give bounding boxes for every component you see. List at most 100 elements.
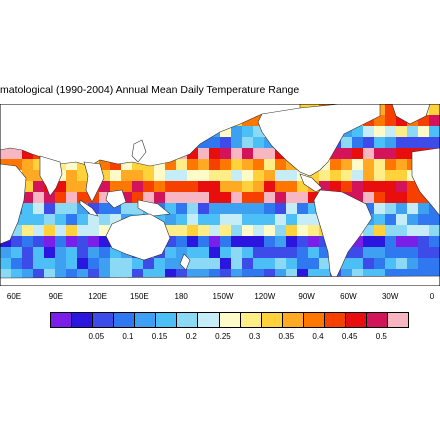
grid-cell	[396, 170, 407, 181]
grid-cell	[33, 203, 44, 214]
grid-cell	[99, 159, 110, 170]
lon-label: 60W	[340, 292, 357, 301]
grid-cell	[33, 269, 44, 280]
grid-cell	[132, 258, 143, 269]
grid-cell	[253, 269, 264, 280]
grid-cell	[121, 181, 132, 192]
grid-cell	[341, 148, 352, 159]
grid-cell	[220, 170, 231, 181]
grid-cell	[308, 269, 319, 280]
grid-cell	[429, 258, 440, 269]
grid-cell	[275, 203, 286, 214]
grid-cell	[176, 181, 187, 192]
lon-label: 90W	[298, 292, 315, 301]
grid-cell	[99, 236, 110, 247]
colorbar-swatch	[219, 313, 241, 327]
grid-cell	[220, 126, 231, 137]
grid-cell	[341, 181, 352, 192]
grid-cell	[176, 203, 187, 214]
grid-cell	[44, 214, 55, 225]
grid-cell	[99, 203, 110, 214]
grid-cell	[297, 269, 308, 280]
grid-cell	[352, 192, 363, 203]
grid-cell	[143, 181, 154, 192]
grid-cell	[297, 236, 308, 247]
grid-cell	[220, 214, 231, 225]
grid-cell	[264, 148, 275, 159]
landmass-borneo	[105, 189, 127, 209]
grid-cell	[66, 203, 77, 214]
colorbar-label: 0.15	[151, 332, 168, 341]
grid-cell	[253, 170, 264, 181]
landmass-asia	[0, 104, 301, 167]
landmass-india	[39, 155, 63, 197]
grid-cell	[319, 269, 330, 280]
grid-cell	[231, 126, 242, 137]
grid-cell	[11, 258, 22, 269]
grid-cell	[44, 258, 55, 269]
grid-cell	[99, 214, 110, 225]
landmass-japan	[131, 139, 147, 163]
grid-cell	[187, 236, 198, 247]
grid-cell	[88, 269, 99, 280]
grid-cell	[110, 170, 121, 181]
grid-cell	[308, 258, 319, 269]
grid-cell	[385, 269, 396, 280]
grid-cell	[198, 269, 209, 280]
grid-cell	[198, 214, 209, 225]
grid-cell	[297, 181, 308, 192]
grid-cell	[231, 236, 242, 247]
grid-cell	[66, 214, 77, 225]
lon-label: 30W	[381, 292, 399, 301]
lon-label: 180	[174, 292, 188, 301]
grid-cell	[407, 192, 418, 203]
grid-cell	[242, 159, 253, 170]
grid-cell	[99, 258, 110, 269]
grid-cell	[220, 181, 231, 192]
grid-cell	[110, 258, 121, 269]
grid-cell	[418, 236, 429, 247]
grid-cell	[352, 247, 363, 258]
grid-cell	[198, 258, 209, 269]
grid-cell	[429, 137, 440, 148]
grid-cell	[231, 247, 242, 258]
grid-cell	[0, 258, 11, 269]
grid-cell	[66, 192, 77, 203]
grid-cell	[264, 159, 275, 170]
grid-cell	[231, 159, 242, 170]
grid-cell	[242, 247, 253, 258]
grid-cell	[418, 258, 429, 269]
grid-cell	[385, 214, 396, 225]
grid-cell	[286, 247, 297, 258]
grid-cell	[55, 181, 66, 192]
grid-cell	[264, 203, 275, 214]
grid-cell	[121, 192, 132, 203]
grid-cell	[11, 159, 22, 170]
grid-cell	[363, 126, 374, 137]
grid-cell	[374, 269, 385, 280]
grid-cell	[363, 181, 374, 192]
grid-cell	[22, 214, 33, 225]
grid-cell	[374, 170, 385, 181]
grid-cell	[187, 170, 198, 181]
grid-cell	[341, 269, 352, 280]
grid-cell	[154, 258, 165, 269]
grid-cell	[176, 192, 187, 203]
map-canvas	[0, 104, 440, 286]
grid-cell	[55, 225, 66, 236]
grid-cell	[209, 258, 220, 269]
grid-cell	[396, 236, 407, 247]
grid-cell	[0, 269, 11, 280]
grid-cell	[308, 203, 319, 214]
grid-cell	[121, 203, 132, 214]
grid-cell	[187, 181, 198, 192]
grid-cell	[242, 170, 253, 181]
grid-cell	[209, 148, 220, 159]
grid-cell	[22, 203, 33, 214]
grid-cell	[220, 137, 231, 148]
grid-cell	[363, 170, 374, 181]
colorbar-label: 0.25	[215, 332, 231, 341]
grid-cell	[297, 225, 308, 236]
grid-cell	[22, 236, 33, 247]
grid-cell	[231, 137, 242, 148]
